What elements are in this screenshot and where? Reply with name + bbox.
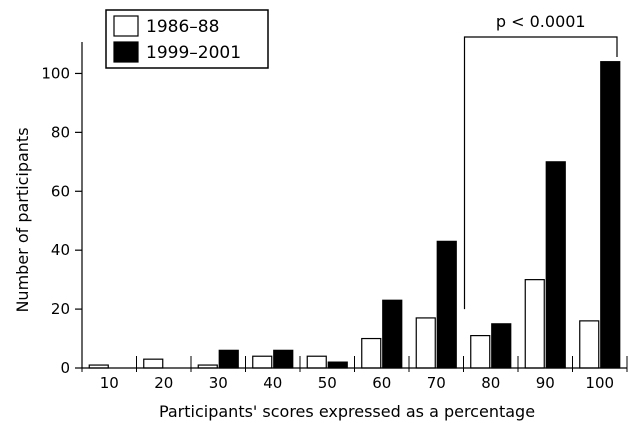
y-tick-label-40: 40	[51, 241, 70, 259]
legend-label-1999-2001: 1999–2001	[146, 43, 241, 63]
x-tick-label-80: 80	[481, 374, 500, 392]
y-axis-title: Number of participants	[13, 127, 32, 312]
legend: 1986–88 1999–2001	[105, 9, 269, 69]
legend-label-1986-88: 1986–88	[146, 17, 219, 37]
bar-1999-2001-40	[273, 349, 294, 369]
bar-1986-88-100	[579, 320, 600, 369]
bar-1999-2001-60	[382, 299, 403, 369]
bar-1986-88-80	[470, 335, 491, 369]
legend-swatch-1999-2001	[113, 41, 139, 63]
bar-1999-2001-80	[491, 323, 512, 369]
bar-1999-2001-100	[600, 61, 621, 369]
x-tick-label-30: 30	[209, 374, 228, 392]
bar-1999-2001-50	[327, 361, 348, 369]
y-tick-label-100: 100	[41, 64, 70, 82]
x-tick-label-70: 70	[427, 374, 446, 392]
x-axis-title: Participants' scores expressed as a perc…	[159, 402, 535, 421]
x-tick-label-40: 40	[263, 374, 282, 392]
x-tick-label-90: 90	[536, 374, 555, 392]
y-tick-label-0: 0	[60, 359, 70, 377]
significance-annotation: p < 0.0001	[463, 12, 618, 310]
y-tick-label-80: 80	[51, 123, 70, 141]
bar-1999-2001-90	[545, 161, 566, 369]
bar-1986-88-90	[524, 279, 545, 369]
bar-1986-88-50	[306, 355, 327, 369]
significance-bracket	[463, 36, 618, 310]
legend-swatch-1986-88	[113, 15, 139, 37]
bar-1986-88-60	[361, 337, 382, 369]
bar-1986-88-40	[252, 355, 273, 369]
x-tick-label-100: 100	[585, 374, 614, 392]
x-tick-label-10: 10	[100, 374, 119, 392]
x-tick-label-60: 60	[372, 374, 391, 392]
bars-group	[88, 61, 621, 369]
x-tick-label-50: 50	[318, 374, 337, 392]
bar-1986-88-70	[415, 317, 436, 369]
y-tick-label-20: 20	[51, 300, 70, 318]
bar-1986-88-20	[143, 358, 164, 369]
axes-group: 0 20 40 60 80 100 10 20 30 40 50 60 70 80 90 100	[41, 42, 628, 392]
p-value-label: p < 0.0001	[496, 12, 586, 31]
x-tick-label-20: 20	[154, 374, 173, 392]
y-tick-label-60: 60	[51, 182, 70, 200]
bar-1999-2001-30	[218, 349, 239, 369]
bar-1999-2001-70	[436, 240, 457, 369]
